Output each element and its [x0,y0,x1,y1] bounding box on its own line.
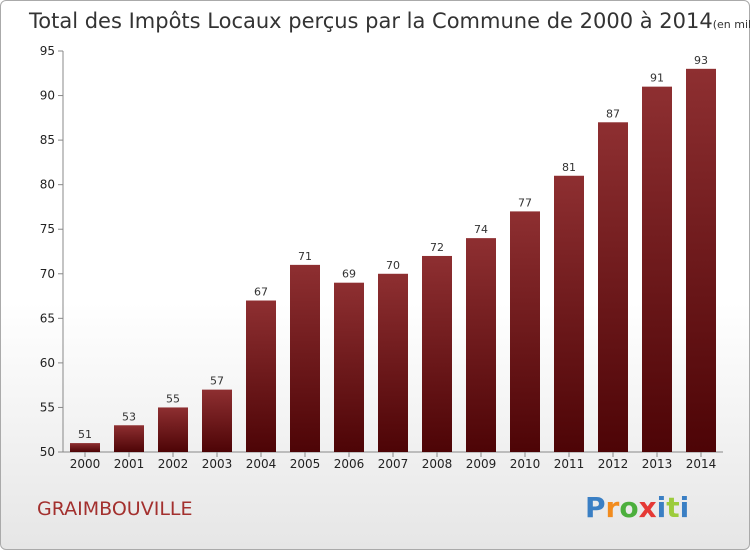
bar [334,282,364,452]
x-tick-label: 2002 [158,457,189,471]
bar [70,443,100,452]
x-tick-label: 2006 [334,457,365,471]
y-tick-label: 90 [40,89,55,103]
y-tick-label: 55 [40,400,55,414]
data-label: 87 [606,107,620,120]
x-tick-label: 2007 [378,457,409,471]
logo-letter: P [585,491,606,524]
bar [598,122,628,453]
bar [510,211,540,452]
y-tick-label: 80 [40,178,55,192]
logo-letter: x [639,491,657,524]
bar [114,425,144,452]
data-label: 69 [342,268,356,281]
x-tick-label: 2014 [686,457,717,471]
x-tick-label: 2004 [246,457,277,471]
bar [422,255,452,452]
logo-letter: i [680,491,690,524]
bar [466,238,496,452]
bar [290,264,320,452]
data-label: 55 [166,392,180,405]
data-label: 74 [474,223,488,236]
bar [158,407,188,452]
data-labels: 51 53 55 57 67 71 69 70 72 74 77 81 87 91 93 [78,54,708,441]
logo-letter: r [606,491,620,524]
x-tick-label: 2001 [114,457,145,471]
data-label: 71 [298,250,312,263]
data-label: 81 [562,161,576,174]
x-tick-label: 2011 [554,457,585,471]
data-label: 72 [430,241,444,254]
x-tick-label: 2000 [70,457,101,471]
bar [642,86,672,453]
x-tick-label: 2013 [642,457,673,471]
logo-letter: o [619,491,638,524]
y-tick-label: 50 [40,445,55,459]
commune-name: GRAIMBOUVILLE [37,498,193,520]
logo-letter: t [666,491,679,524]
data-label: 70 [386,259,400,272]
bar [378,273,408,452]
x-tick-label: 2003 [202,457,233,471]
bar [202,389,232,452]
x-tick-label: 2005 [290,457,321,471]
chart-title-text: Total des Impôts Locaux perçus par la Co… [28,9,713,33]
data-label: 91 [650,72,664,85]
axes: 50 55 60 65 70 75 80 85 90 95 2000 2001 2002 2003 2004… [40,44,723,471]
proxiti-logo: Proxiti [585,491,689,524]
y-tick-label: 95 [40,44,55,58]
y-tick-label: 60 [40,356,55,370]
x-tick-label: 2009 [466,457,497,471]
bar [246,300,276,452]
data-label: 77 [518,196,532,209]
bar [554,175,584,452]
x-tick-label: 2010 [510,457,541,471]
bars [70,68,716,453]
y-tick-label: 75 [40,222,55,236]
x-tick-label: 2012 [598,457,629,471]
data-label: 51 [78,428,92,441]
chart-unit-text: (en milliers d'€) [713,18,750,31]
chart-title: Total des Impôts Locaux perçus par la Co… [28,9,750,33]
logo-letter: i [657,491,667,524]
y-tick-label: 85 [40,133,55,147]
x-tick-label: 2008 [422,457,453,471]
y-tick-label: 70 [40,267,55,281]
data-label: 93 [694,54,708,67]
y-tick-label: 65 [40,311,55,325]
data-label: 67 [254,286,268,299]
data-label: 57 [210,375,224,388]
data-label: 53 [122,410,136,423]
bar [686,68,716,453]
